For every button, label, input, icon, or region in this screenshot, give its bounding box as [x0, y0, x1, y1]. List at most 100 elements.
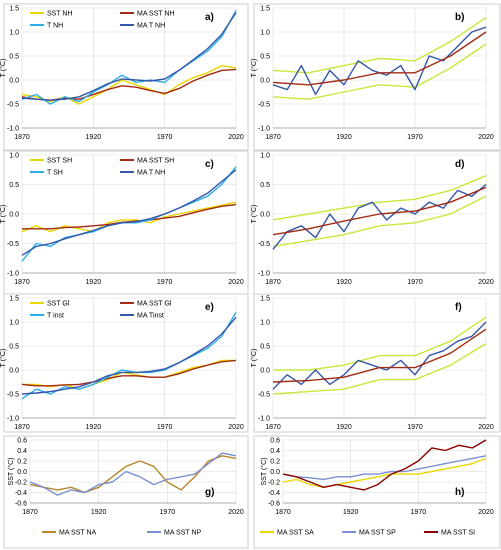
legend-entry: SST SH — [47, 158, 72, 165]
x-tick-label: 1970 — [157, 424, 173, 431]
legend-entry: MA SST SI — [441, 530, 475, 537]
y-tick-label: 0.0 — [9, 212, 19, 219]
series-line — [272, 43, 487, 100]
panel-frame — [253, 150, 501, 295]
y-tick-label: 1.5 — [260, 6, 270, 13]
x-tick-label: 2020 — [228, 424, 244, 431]
y-tick-label: -0.2 — [15, 480, 27, 487]
panel-label: a) — [205, 12, 214, 23]
series-line — [272, 343, 487, 395]
series-line — [272, 175, 487, 221]
x-tick-label: 1970 — [407, 424, 423, 431]
y-tick-label: -0.5 — [258, 102, 270, 109]
y-tick-label: -0.5 — [7, 102, 19, 109]
series-line — [21, 12, 237, 101]
x-tick-label: 1920 — [336, 134, 352, 141]
panel-label: e) — [205, 302, 214, 313]
legend-entry: MA T NH — [137, 23, 165, 30]
panel-label: g) — [205, 487, 214, 498]
y-tick-label: 1.0 — [9, 30, 19, 37]
x-tick-label: 1920 — [336, 424, 352, 431]
y-axis-label: SST (°C) — [7, 458, 15, 486]
x-tick-label: 1870 — [265, 134, 281, 141]
x-tick-label: 1920 — [86, 134, 102, 141]
series-line — [272, 17, 487, 74]
x-tick-label: 2020 — [228, 509, 244, 516]
y-tick-label: -0.6 — [15, 501, 27, 508]
y-axis-label: T (°C) — [250, 59, 258, 78]
panel-frame — [3, 435, 249, 549]
y-axis-label: SST (°C) — [260, 458, 268, 486]
panel-label: h) — [455, 487, 464, 498]
series-line — [282, 439, 487, 491]
x-tick-label: 1870 — [265, 279, 281, 286]
y-tick-label: 0.5 — [9, 54, 19, 61]
y-tick-label: 1.0 — [260, 153, 270, 160]
y-tick-label: -0.5 — [258, 392, 270, 399]
x-tick-label: 1920 — [86, 279, 102, 286]
panel-label: d) — [455, 159, 464, 170]
y-tick-label: -1.0 — [7, 416, 19, 423]
y-tick-label: -0.2 — [268, 480, 280, 487]
series-line — [273, 316, 487, 371]
y-tick-label: 0.0 — [260, 368, 270, 375]
series-line — [21, 316, 237, 395]
panel-frame — [253, 435, 501, 549]
x-tick-label: 1870 — [14, 279, 30, 286]
legend-entry: T NH — [47, 23, 63, 30]
y-tick-label: -0.5 — [7, 392, 19, 399]
series-line — [272, 195, 487, 248]
legend-entry: SST NH — [47, 11, 73, 18]
y-tick-label: 1.0 — [260, 320, 270, 327]
y-tick-label: 0.5 — [260, 344, 270, 351]
series-line — [21, 359, 237, 387]
series-line — [272, 186, 487, 236]
y-tick-label: 0.2 — [270, 459, 280, 466]
x-tick-label: 1970 — [407, 279, 423, 286]
y-tick-label: 0.5 — [260, 182, 270, 189]
panel-label: c) — [205, 159, 214, 170]
y-axis-label: T (°C) — [250, 349, 258, 368]
series-line — [21, 169, 237, 256]
y-tick-label: 1.5 — [9, 296, 19, 303]
y-tick-label: 0.5 — [260, 54, 270, 61]
y-tick-label: 0.0 — [9, 78, 19, 85]
legend-entry: SST Gl — [47, 301, 70, 308]
x-tick-label: 1870 — [265, 424, 281, 431]
x-tick-label: 2020 — [478, 509, 494, 516]
legend-entry: MA SST SP — [359, 530, 396, 537]
y-axis-label: T (°C) — [0, 205, 7, 224]
panel-frame — [3, 293, 249, 433]
y-tick-label: -1.0 — [7, 271, 19, 278]
y-tick-label: -0.5 — [7, 241, 19, 248]
x-tick-label: 1870 — [14, 424, 30, 431]
x-tick-label: 1970 — [160, 509, 176, 516]
x-tick-label: 2020 — [228, 279, 244, 286]
series-line — [272, 328, 487, 383]
x-tick-label: 2020 — [478, 424, 494, 431]
series-line — [29, 452, 237, 496]
x-tick-label: 2020 — [478, 134, 494, 141]
y-tick-label: 0.0 — [260, 212, 270, 219]
x-tick-label: 1870 — [275, 509, 291, 516]
y-axis-label: T (°C) — [0, 59, 7, 78]
y-tick-label: 1.0 — [9, 153, 19, 160]
x-tick-label: 1870 — [22, 509, 38, 516]
x-tick-label: 2020 — [228, 134, 244, 141]
y-axis-label: T (°C) — [0, 349, 7, 368]
legend-entry: MA T NH — [137, 170, 165, 177]
y-axis-label: T (°C) — [250, 205, 258, 224]
y-tick-label: 1.5 — [9, 6, 19, 13]
y-tick-label: 1.5 — [260, 296, 270, 303]
y-tick-label: 0.4 — [17, 448, 27, 455]
y-tick-label: 1.0 — [260, 30, 270, 37]
y-tick-label: 0.6 — [17, 438, 27, 445]
y-tick-label: 0.0 — [260, 78, 270, 85]
